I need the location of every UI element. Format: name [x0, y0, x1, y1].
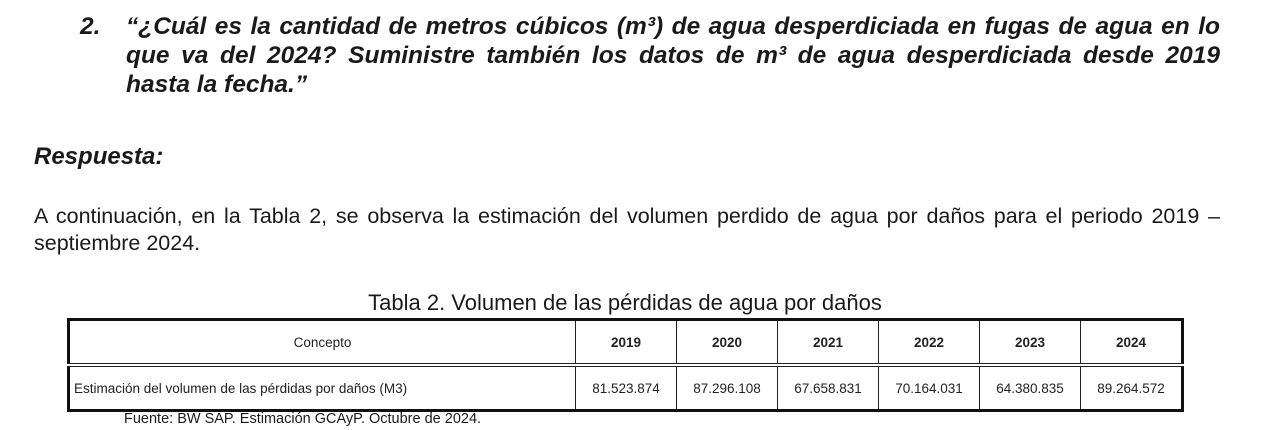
header-2019: 2019: [575, 319, 677, 366]
cell-concept: Estimación del volumen de las pérdidas p…: [68, 364, 576, 411]
header-concepto: Concepto: [68, 319, 576, 366]
question-text: “¿Cuál es la cantidad de metros cúbicos …: [126, 13, 1220, 98]
cell-2021: 67.658.831: [777, 364, 879, 411]
question-number: 2.: [80, 13, 101, 40]
losses-table: Concepto 2019 2020 2021 2022 2023 2024 E…: [67, 318, 1184, 412]
header-2021: 2021: [777, 319, 879, 366]
table-source: Fuente: BW SAP. Estimación GCAyP. Octubr…: [124, 411, 482, 427]
table-caption: Tabla 2. Volumen de las pérdidas de agua…: [368, 290, 882, 315]
question-block: 2. “¿Cuál es la cantidad de metros cúbic…: [80, 12, 1220, 99]
cell-2022: 70.164.031: [878, 364, 980, 411]
header-2024: 2024: [1080, 319, 1183, 366]
header-2020: 2020: [676, 319, 778, 366]
cell-2019: 81.523.874: [575, 364, 677, 411]
cell-2023: 64.380.835: [979, 364, 1081, 411]
answer-paragraph: A continuación, en la Tabla 2, se observ…: [34, 204, 1220, 255]
header-2022: 2022: [878, 319, 980, 366]
table-row: Estimación del volumen de las pérdidas p…: [68, 364, 1183, 411]
cell-2020: 87.296.108: [676, 364, 778, 411]
table-header-row: Concepto 2019 2020 2021 2022 2023 2024: [68, 319, 1183, 366]
cell-2024: 89.264.572: [1080, 364, 1183, 411]
header-2023: 2023: [979, 319, 1081, 366]
answer-heading: Respuesta:: [34, 143, 164, 170]
